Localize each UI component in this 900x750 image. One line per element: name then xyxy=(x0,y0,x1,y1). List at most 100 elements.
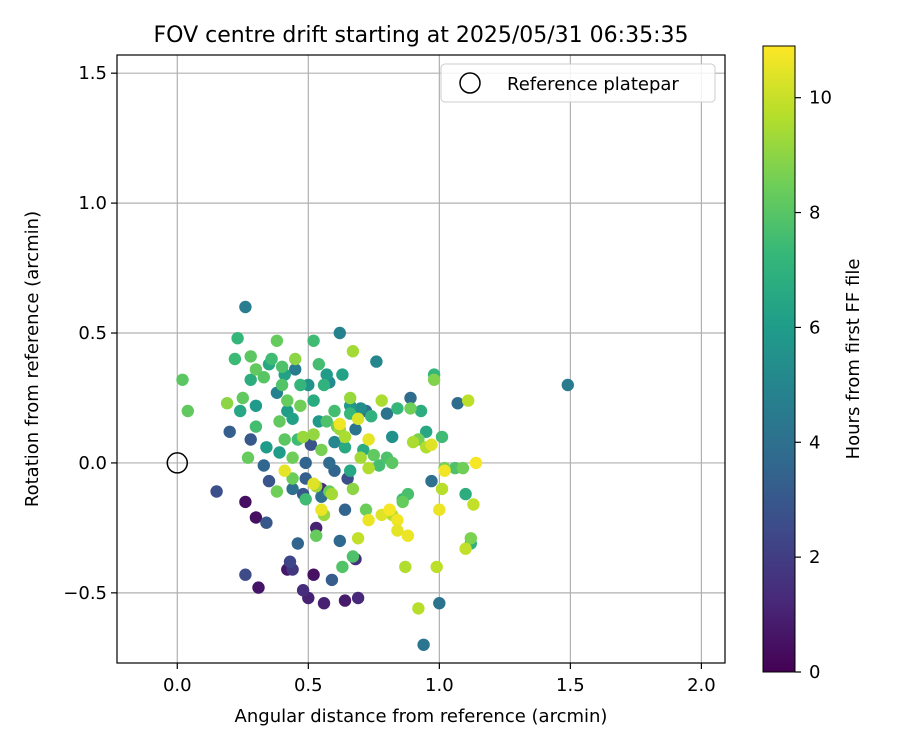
data-point xyxy=(181,404,194,418)
data-point xyxy=(310,529,323,542)
data-point xyxy=(344,391,357,405)
x-tick-label: 1.5 xyxy=(556,675,585,696)
colorbar: 0 2 4 6 8 10 Hours from first FF file xyxy=(762,45,864,683)
data-point xyxy=(430,560,443,574)
data-point xyxy=(467,498,480,511)
y-tick-label: −0.5 xyxy=(63,583,107,604)
data-point xyxy=(257,459,270,472)
x-tick-label: 1.0 xyxy=(425,675,454,696)
colorbar-bar xyxy=(762,45,796,673)
data-point xyxy=(386,456,399,470)
data-point xyxy=(336,368,349,381)
data-point xyxy=(391,513,404,527)
data-point xyxy=(307,477,320,490)
data-point xyxy=(239,300,252,314)
data-point xyxy=(283,555,297,568)
data-point xyxy=(367,448,380,462)
data-point xyxy=(372,459,386,472)
data-point xyxy=(299,456,312,470)
colorbar-ticks: 0 2 4 6 8 10 xyxy=(795,88,832,683)
data-point xyxy=(462,394,475,407)
legend-marker-icon xyxy=(459,72,481,94)
data-point xyxy=(425,474,438,488)
data-point xyxy=(396,495,409,509)
data-point xyxy=(417,638,430,651)
data-point xyxy=(273,446,286,459)
data-point xyxy=(249,511,263,524)
data-point xyxy=(438,464,451,477)
legend-label: Reference platepar xyxy=(507,74,679,95)
data-point xyxy=(362,461,375,475)
data-point xyxy=(399,560,412,574)
data-point xyxy=(228,352,242,366)
data-point xyxy=(307,334,320,347)
data-point xyxy=(294,378,307,392)
data-point xyxy=(427,373,441,386)
data-point xyxy=(234,404,247,418)
data-point xyxy=(435,430,449,444)
data-point xyxy=(451,397,464,410)
data-point xyxy=(176,373,189,386)
data-point xyxy=(244,433,257,446)
data-point xyxy=(375,394,388,407)
data-point xyxy=(391,402,404,415)
data-point xyxy=(346,550,360,563)
data-point xyxy=(220,397,234,410)
y-axis-label: Rotation from reference (arcmin) xyxy=(22,211,43,507)
data-points xyxy=(176,300,574,651)
x-tick-label: 0.0 xyxy=(163,675,192,696)
reference-point-marker xyxy=(166,452,189,474)
y-tick-label: 0.0 xyxy=(78,453,107,474)
data-point xyxy=(338,503,352,516)
colorbar-tick-label: 6 xyxy=(809,317,820,338)
data-point xyxy=(307,394,320,407)
data-point xyxy=(320,415,333,428)
data-point xyxy=(349,423,362,436)
data-point xyxy=(307,568,320,581)
data-point xyxy=(252,581,265,594)
data-point xyxy=(425,438,438,451)
data-point xyxy=(333,417,346,431)
data-point xyxy=(359,503,373,516)
data-point xyxy=(289,363,302,376)
colorbar-tick-label: 0 xyxy=(809,662,820,683)
data-point xyxy=(433,503,446,516)
colorbar-tick-label: 2 xyxy=(809,547,820,568)
data-point xyxy=(406,435,420,449)
data-point xyxy=(241,451,255,464)
data-point xyxy=(244,350,257,363)
data-point xyxy=(346,482,360,496)
data-point xyxy=(464,532,477,545)
data-point xyxy=(561,378,574,392)
data-point xyxy=(346,345,360,358)
data-point xyxy=(354,451,367,464)
colorbar-tick-label: 10 xyxy=(809,88,832,109)
data-point xyxy=(304,438,318,451)
data-point xyxy=(307,428,320,441)
data-point xyxy=(323,456,336,470)
data-point xyxy=(257,371,270,384)
data-point xyxy=(420,425,433,438)
data-point xyxy=(289,352,302,366)
data-point xyxy=(265,352,278,366)
data-point xyxy=(231,332,244,345)
data-point xyxy=(249,399,263,412)
data-point xyxy=(469,456,483,470)
x-axis-ticks: 0.0 0.5 1.0 1.5 2.0 xyxy=(163,663,716,696)
legend-box xyxy=(440,63,716,103)
data-point xyxy=(370,355,383,368)
data-point xyxy=(435,482,449,496)
legend: Reference platepar xyxy=(440,63,716,103)
data-point xyxy=(333,534,346,548)
data-point xyxy=(281,394,294,407)
data-point xyxy=(362,513,375,527)
data-point xyxy=(260,516,273,529)
data-point xyxy=(386,430,399,444)
data-point xyxy=(286,412,299,425)
data-point xyxy=(365,410,378,423)
data-point xyxy=(312,358,325,371)
x-axis-label: Angular distance from reference (arcmin) xyxy=(235,706,608,727)
data-point xyxy=(325,487,339,501)
data-point xyxy=(338,441,352,454)
